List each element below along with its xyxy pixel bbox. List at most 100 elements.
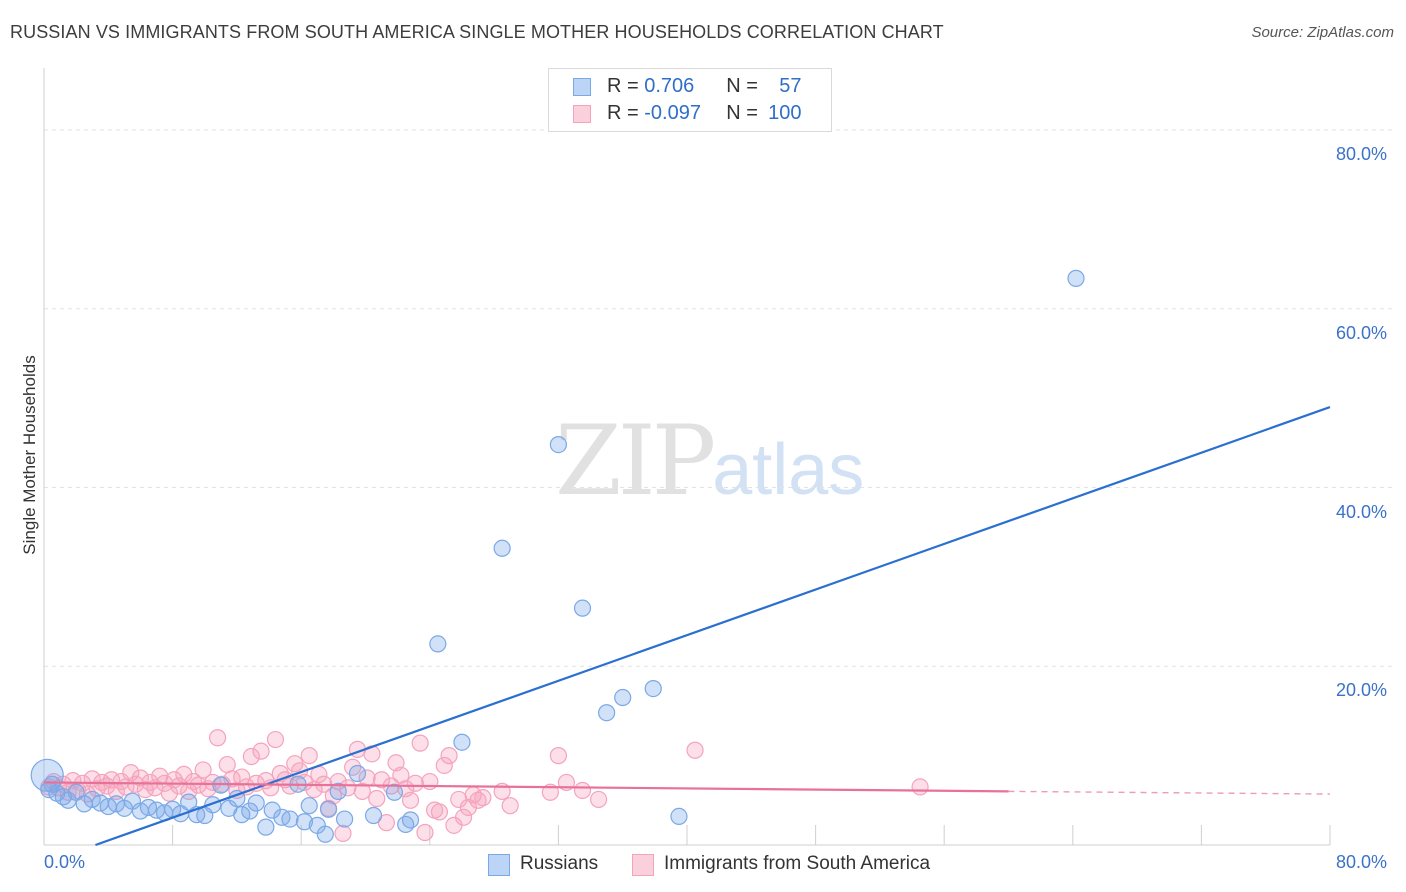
watermark-atlas: atlas <box>712 430 865 510</box>
data-point-russians <box>364 806 383 825</box>
y-tick-label: 80.0% <box>1336 144 1388 164</box>
data-point-immigrants <box>189 776 207 794</box>
correlation-legend: R = 0.706 N = 57 R = -0.097 N = 100 <box>548 68 832 132</box>
data-point-immigrants <box>589 790 608 809</box>
trend-lines <box>43 406 1331 847</box>
data-point-immigrants <box>242 747 260 766</box>
data-point-russians <box>348 764 367 783</box>
data-point-russians <box>281 810 299 828</box>
data-point-immigrants <box>416 823 434 842</box>
data-point-immigrants <box>300 747 318 765</box>
data-point-russians <box>385 783 404 801</box>
trend-line-immigrants <box>43 781 1009 793</box>
data-point-russians <box>329 782 347 800</box>
data-point-russians <box>670 807 688 826</box>
data-point-russians <box>295 813 314 831</box>
data-point-russians <box>180 793 198 811</box>
legend-r-label: R = <box>607 75 645 97</box>
data-point-immigrants <box>372 771 391 789</box>
x-tick-min: 0.0% <box>44 852 86 872</box>
watermark-zip: ZIP <box>555 405 716 517</box>
data-point-immigrants <box>160 784 178 802</box>
data-point-immigrants <box>175 765 193 783</box>
bottom-legend-label-russians: Russians <box>520 853 599 874</box>
legend-n-label: N = <box>726 102 764 124</box>
data-point-immigrants <box>218 755 236 774</box>
data-point-immigrants <box>209 729 227 747</box>
data-point-russians <box>300 797 318 815</box>
data-point-immigrants <box>406 774 424 792</box>
data-point-russians <box>644 679 662 698</box>
data-point-immigrants <box>454 808 473 826</box>
y-tick-label: 40.0% <box>1336 501 1388 522</box>
data-point-immigrants <box>549 747 568 765</box>
data-point-russians <box>573 599 592 617</box>
data-point-immigrants <box>339 779 357 797</box>
y-tick-label: 60.0% <box>1336 322 1388 343</box>
watermark: ZIPatlas <box>555 405 864 517</box>
data-point-immigrants <box>474 789 492 807</box>
legend-r-value: 0.706 <box>644 75 695 97</box>
chart-title: RUSSIAN VS IMMIGRANTS FROM SOUTH AMERICA… <box>10 22 944 42</box>
data-point-russians <box>401 811 420 829</box>
bottom-legend-label-immigrants: Immigrants from South America <box>664 853 931 874</box>
data-point-immigrants <box>501 797 519 815</box>
data-point-immigrants <box>573 781 592 800</box>
legend-swatch-blue <box>573 78 591 96</box>
legend-n-value: 100 <box>768 102 802 124</box>
x-tick-max: 80.0% <box>1336 852 1388 872</box>
data-point-immigrants <box>411 734 429 752</box>
data-point-russians <box>204 796 222 814</box>
chart-source: Source: ZipAtlas.com <box>1251 24 1394 41</box>
gridlines <box>44 129 1395 667</box>
legend-r-value: -0.097 <box>644 102 701 124</box>
data-point-immigrants <box>295 773 314 792</box>
data-point-russians <box>263 801 281 819</box>
legend-r-label: R = <box>607 102 645 124</box>
data-point-immigrants <box>353 782 371 800</box>
legend-n-label: N = <box>726 75 764 97</box>
data-point-immigrants <box>392 766 410 784</box>
series-russians <box>30 269 1085 843</box>
data-point-immigrants <box>469 791 487 809</box>
legend-text-immigrants: R = -0.097 N = 100 <box>607 102 802 125</box>
data-point-russians <box>453 733 471 751</box>
data-point-russians <box>429 635 447 653</box>
legend-text-russians: R = 0.706 N = 57 <box>607 75 802 98</box>
data-point-immigrants <box>435 756 453 775</box>
data-point-russians <box>614 688 632 707</box>
bottom-legend-swatch-blue <box>488 854 510 876</box>
data-point-russians <box>257 818 275 836</box>
trend-line-russians <box>95 406 1331 847</box>
legend-n-value: 57 <box>779 75 802 97</box>
legend-swatch-pink <box>573 105 591 123</box>
data-point-immigrants <box>440 747 458 765</box>
data-point-russians <box>43 775 61 793</box>
data-point-russians <box>336 810 354 828</box>
data-point-immigrants <box>266 730 285 749</box>
data-point-immigrants <box>377 814 395 832</box>
data-point-immigrants <box>541 783 559 801</box>
data-point-russians <box>549 436 568 454</box>
data-point-russians <box>1067 269 1085 287</box>
data-point-immigrants <box>401 791 420 809</box>
bottom-legend-swatch-pink <box>632 854 654 876</box>
data-point-immigrants <box>252 742 270 760</box>
data-point-immigrants <box>194 761 212 779</box>
data-point-russians <box>319 800 338 818</box>
data-point-russians <box>316 825 334 843</box>
data-point-immigrants <box>334 824 352 842</box>
data-point-immigrants <box>686 741 704 759</box>
trend-line-immigrants-extension <box>1008 790 1331 795</box>
data-point-russians <box>598 704 616 722</box>
data-point-immigrants <box>430 803 449 821</box>
y-tick-label: 20.0% <box>1336 680 1388 701</box>
data-point-russians <box>247 794 265 812</box>
data-point-russians <box>67 783 85 801</box>
data-point-immigrants <box>911 778 929 796</box>
data-point-immigrants <box>368 789 386 808</box>
series-immigrants-from-south-america <box>40 729 929 842</box>
axes <box>43 68 1331 846</box>
data-point-russians <box>493 539 511 557</box>
